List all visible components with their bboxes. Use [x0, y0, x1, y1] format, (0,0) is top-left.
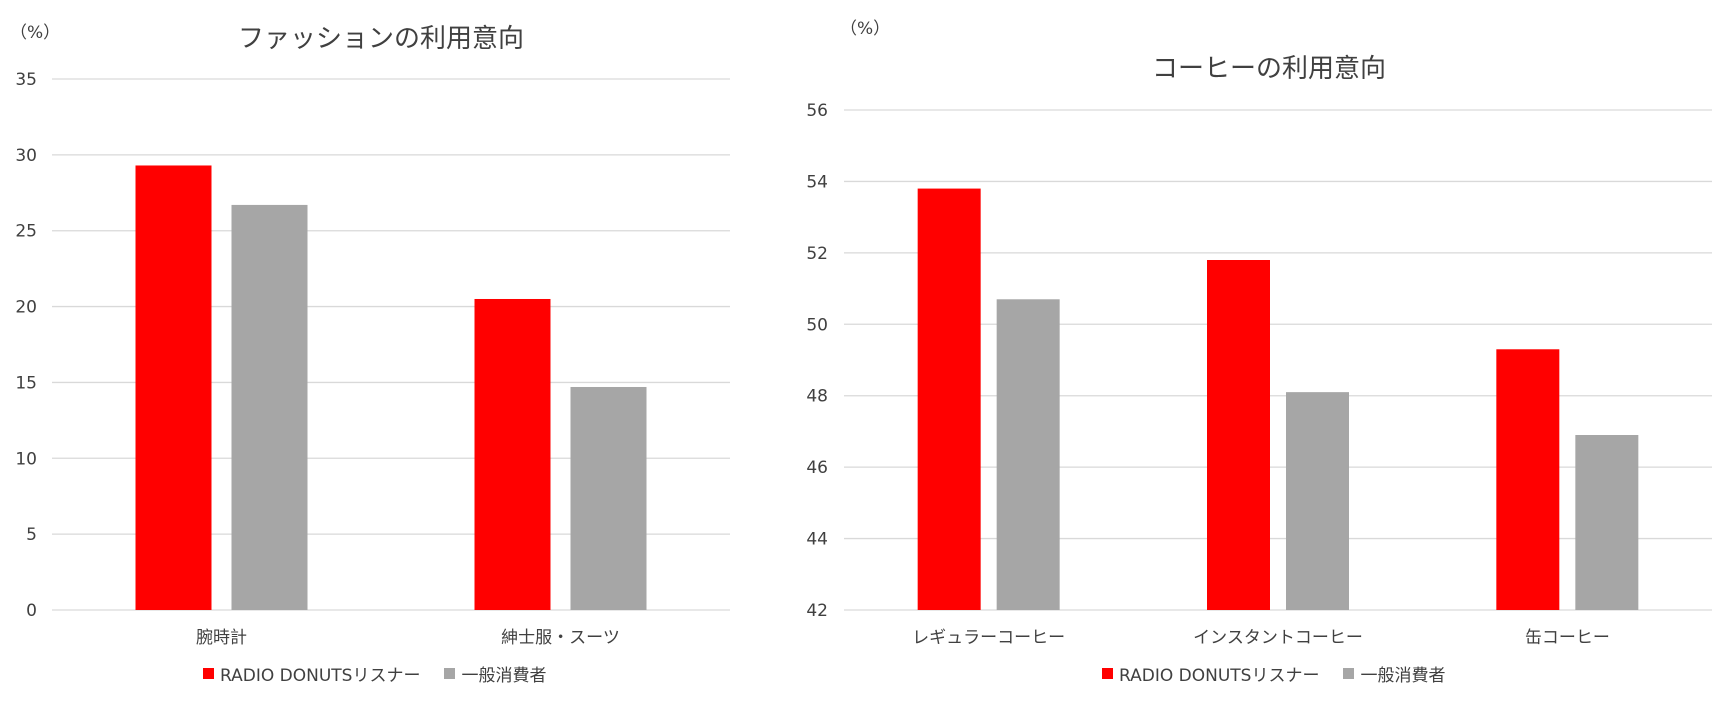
bar-general: [996, 299, 1060, 610]
y-tick-label: 44: [806, 530, 828, 550]
legend-swatch-listener: [203, 668, 214, 679]
bar-listener: [1496, 349, 1560, 610]
x-tick-label: 腕時計: [196, 628, 247, 648]
y-tick-label: 15: [15, 373, 37, 393]
y-tick-label: 52: [806, 244, 828, 264]
legend-label-listener: RADIO DONUTSリスナー: [1119, 666, 1320, 686]
chart-title: コーヒーの利用意向: [1152, 54, 1387, 84]
legend-item-general: 一般消費者: [444, 661, 546, 686]
y-tick-label: 0: [26, 601, 37, 621]
legend-swatch-listener: [1102, 668, 1113, 679]
bar-listener: [474, 298, 551, 610]
y-tick-label: 50: [806, 315, 828, 335]
y-tick-label: 30: [15, 146, 37, 166]
y-tick-label: 56: [806, 101, 828, 121]
coffee-chart: （%） コーヒーの利用意向 42 44 46 48 50 52 54 56 レギュラーコーヒー イ…: [800, 0, 1731, 707]
x-tick-label: 紳士服・スーツ: [501, 628, 620, 648]
y-tick-label: 42: [806, 601, 828, 621]
legend-label-general: 一般消費者: [1360, 666, 1446, 686]
x-tick-label: インスタントコーヒー: [1193, 628, 1363, 648]
coffee-plot: 42 44 46 48 50 52 54 56 レギュラーコーヒー インスタントコーヒー 缶コーヒー: [806, 101, 1712, 648]
bar-general: [1575, 435, 1639, 610]
y-tick-label: 20: [15, 298, 37, 318]
y-tick-label: 46: [806, 458, 828, 478]
y-unit-label: （%）: [840, 19, 891, 39]
legend-item-listener: RADIO DONUTSリスナー: [203, 661, 420, 686]
y-tick-label: 35: [15, 70, 37, 90]
legend-swatch-general: [1343, 668, 1355, 679]
y-tick-label: 5: [26, 525, 37, 545]
x-tick-label: レギュラーコーヒー: [912, 628, 1065, 648]
y-unit-label: （%）: [10, 23, 61, 43]
bar-general: [231, 204, 308, 610]
legend-swatch-general: [444, 668, 456, 679]
bar-listener: [1207, 260, 1270, 610]
legend-label-listener: RADIO DONUTSリスナー: [220, 666, 421, 686]
bar-general: [570, 386, 647, 610]
y-tick-label: 54: [806, 172, 828, 192]
legend: RADIO DONUTSリスナー 一般消費者: [203, 661, 570, 686]
y-tick-label: 10: [15, 449, 37, 469]
fashion-chart: （%） ファッションの利用意向 0 5 10 15 20 25 30 35 腕時計 紳士服・スーツ…: [0, 0, 740, 707]
legend-label-general: 一般消費者: [461, 666, 547, 686]
bar-listener: [917, 188, 981, 611]
chart-title: ファッションの利用意向: [238, 24, 525, 54]
x-tick-label: 缶コーヒー: [1525, 628, 1610, 648]
legend-item-general: 一般消費者: [1343, 661, 1445, 686]
fashion-plot: 0 5 10 15 20 25 30 35 腕時計 紳士服・スーツ: [15, 70, 730, 648]
bar-general: [1286, 392, 1349, 610]
bar-listener: [135, 165, 212, 610]
legend: RADIO DONUTSリスナー 一般消費者: [1102, 661, 1469, 686]
legend-item-listener: RADIO DONUTSリスナー: [1102, 661, 1319, 686]
y-tick-label: 25: [15, 222, 37, 242]
y-tick-label: 48: [806, 387, 828, 407]
